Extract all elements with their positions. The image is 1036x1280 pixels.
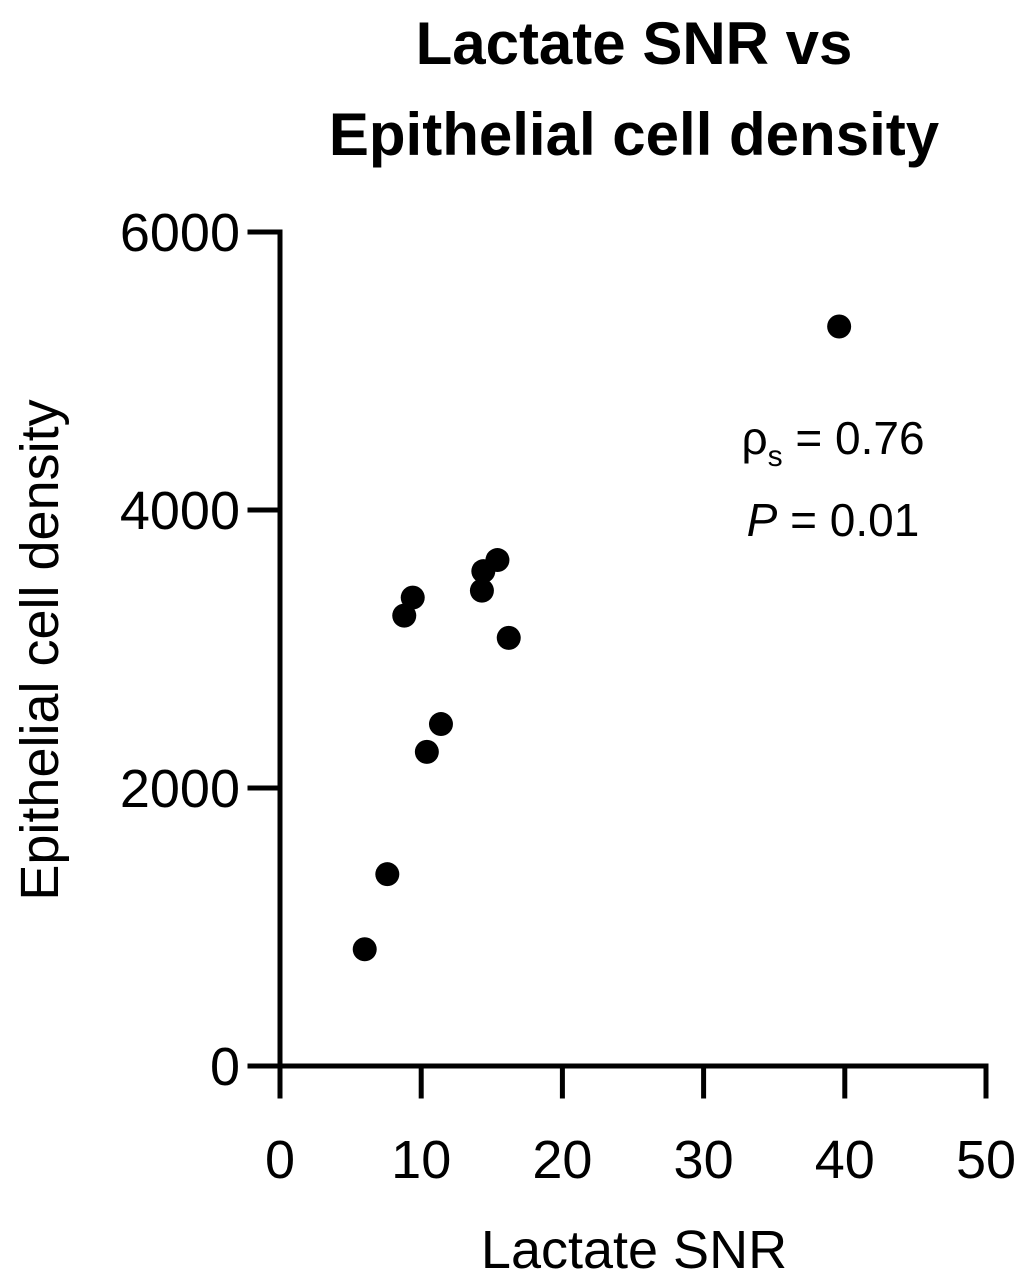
ticks: 0 2000 4000 6000 0 10 20 30 40 50: [120, 203, 1016, 1190]
data-point-10: [496, 625, 521, 650]
x-tick-label-50: 50: [956, 1130, 1016, 1190]
data-point-7: [469, 578, 494, 603]
p-symbol: P: [747, 494, 778, 546]
chart-title-line-2: Epithelial cell density: [329, 101, 940, 168]
chart-title-line-1: Lactate SNR vs: [416, 10, 853, 77]
x-tick-label-20: 20: [532, 1130, 592, 1190]
data-point-11: [827, 314, 852, 339]
x-tick-label-40: 40: [815, 1130, 875, 1190]
data-point-4: [400, 585, 425, 610]
rho-value: = 0.76: [783, 412, 925, 464]
data-point-3: [392, 603, 417, 628]
rho-annotation: ρs = 0.76: [741, 412, 924, 473]
data-point-5: [414, 739, 439, 764]
p-annotation: P = 0.01: [747, 494, 920, 546]
p-value: = 0.01: [777, 494, 919, 546]
rho-subscript: s: [768, 440, 783, 473]
data-point-6: [428, 712, 453, 737]
x-tick-label-10: 10: [391, 1130, 451, 1190]
data-points: [352, 314, 852, 962]
x-axis-label: Lactate SNR: [481, 1220, 787, 1280]
x-tick-label-30: 30: [674, 1130, 734, 1190]
y-tick-label-6000: 6000: [120, 203, 240, 263]
y-tick-label-0: 0: [210, 1037, 240, 1097]
data-point-2: [375, 862, 400, 887]
y-axis-label: Epithelial cell density: [10, 399, 70, 900]
rho-symbol: ρ: [741, 412, 767, 464]
x-tick-label-0: 0: [265, 1130, 295, 1190]
y-tick-label-2000: 2000: [120, 759, 240, 819]
data-point-1: [352, 937, 377, 962]
axes: [277, 229, 989, 1069]
data-point-9: [485, 548, 510, 573]
y-tick-label-4000: 4000: [120, 481, 240, 541]
